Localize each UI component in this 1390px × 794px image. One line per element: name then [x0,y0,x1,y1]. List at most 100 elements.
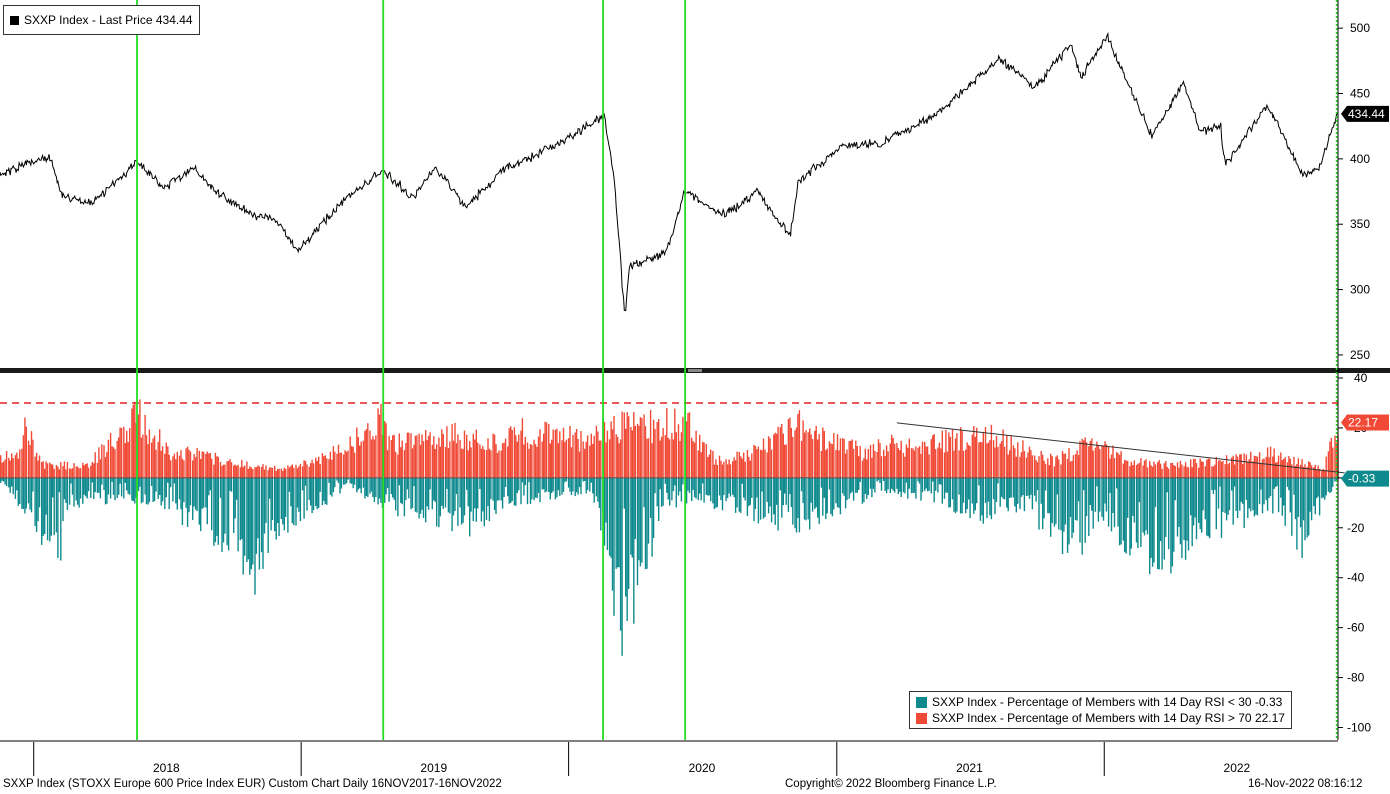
rsi-trendline [896,422,1345,474]
rsi-low-bar [564,477,566,483]
rsi-low-bar [1247,477,1249,518]
rsi-low-bar [107,477,110,495]
rsi-low-bar [227,477,230,551]
rsi-high-bar [883,449,885,478]
rsi-high-bar [118,437,120,478]
rsi-high-bar [951,429,954,478]
rsi-low-bar [669,477,671,506]
rsi-high-bar [959,427,962,478]
rsi-low-bar [572,477,574,492]
rsi-low-bar [1023,477,1026,512]
rsi-high-bar [178,455,181,478]
rsi-low-bar [510,477,512,503]
rsi-low-bar [83,477,85,495]
rsi-high-bar [131,408,133,478]
rsi-high-bar [1302,466,1305,478]
rsi-low-bar [533,477,535,501]
rsi-low-bar [702,477,704,484]
rsi-high-bar [869,444,872,478]
rsi-low-bar [234,477,236,519]
rsi-low-bar [646,477,648,569]
rsi-high-bar [718,455,721,478]
rsi-low-bar [1020,477,1023,497]
rsi-high-bar [836,434,839,478]
rsi-high-bar [386,450,389,478]
rsi-high-bar [70,468,72,478]
rsi-high-bar [807,432,809,478]
rsi-high-bar [388,435,390,478]
rsi-low-bar [342,477,345,485]
rsi-low-bar [634,477,636,539]
rsi-low-bar [377,477,379,505]
rsi-high-bar [37,460,39,478]
rsi-low-bar [1181,477,1183,559]
rsi-low-bar [802,477,804,504]
rsi-low-bar [1019,477,1021,510]
rsi-low-bar [619,477,622,631]
rsi-low-bar [270,477,272,531]
rsi-low-bar [1036,477,1039,491]
rsi-low-bar [316,477,318,510]
rsi-low-bar [275,477,277,540]
rsi-high-bar [304,460,307,478]
rsi-low-bar [559,477,561,496]
rsi-low-bar [586,477,589,491]
rsi-high-bar [523,444,525,478]
rsi-high-bar [270,467,272,478]
rsi-low-bar [1309,477,1311,512]
rsi-high-bar [564,442,566,478]
rsi-low-bar [675,477,677,508]
rsi-low-bar [1243,477,1245,528]
rsi-high-bar [201,451,203,478]
rsi-low-bar [1085,477,1088,517]
rsi-low-bar [1088,477,1090,536]
rsi-low-bar [235,477,238,500]
rsi-high-bar [507,446,509,478]
rsi-low-bar [1096,477,1098,487]
rsi-low-bar [96,477,99,493]
rsi-high-bar [395,451,397,478]
rsi-high-bar [902,452,905,478]
rsi-high-bar [769,438,771,478]
rsi-high-bar [810,434,812,478]
rsi-low-bar [574,477,576,497]
rsi-high-bar [410,433,412,478]
rsi-low-bar [308,477,310,500]
rsi-low-bar [1260,477,1262,490]
rsi-high-bar [1081,438,1083,478]
rsi-low-bar [1092,477,1094,529]
rsi-low-bar [29,477,31,510]
rsi-low-bar [1074,477,1077,520]
rsi-high-bar [920,453,922,478]
rsi-high-bar [283,467,285,478]
rsi-low-bar [180,477,182,510]
rsi-high-bar [1190,459,1192,478]
rsi-bars [0,399,1339,656]
rsi-high-bar [380,403,382,478]
rsi-high-bar [633,412,635,478]
rsi-low-bar [280,477,282,519]
rsi-low-bar [518,477,520,491]
rsi-low-bar [119,477,121,484]
rsi-high-bar [1313,467,1315,478]
rsi-high-bar [838,450,840,478]
rsi-high-bar [1255,456,1257,478]
rsi-low-bar [1138,477,1141,503]
rsi-low-bar [784,477,786,494]
rsi-high-bar [646,438,648,478]
rsi-high-bar [1231,457,1233,478]
rsi-high-bar [1023,451,1026,478]
rsi-low-bar [17,477,19,506]
rsi-high-bar [46,463,49,478]
rsi-high-bar [221,465,223,478]
rsi-high-bar [1214,464,1216,478]
rsi-low-bar [699,477,701,494]
rsi-high-bar [493,434,496,478]
rsi-low-bar [692,477,694,490]
rsi-high-bar [644,426,647,478]
rsi-high-bar [173,453,176,478]
rsi-high-bar [1239,454,1241,478]
rsi-low-bar [347,477,349,480]
rsi-low-bar [843,477,845,496]
rsi-high-bar [1204,466,1206,478]
